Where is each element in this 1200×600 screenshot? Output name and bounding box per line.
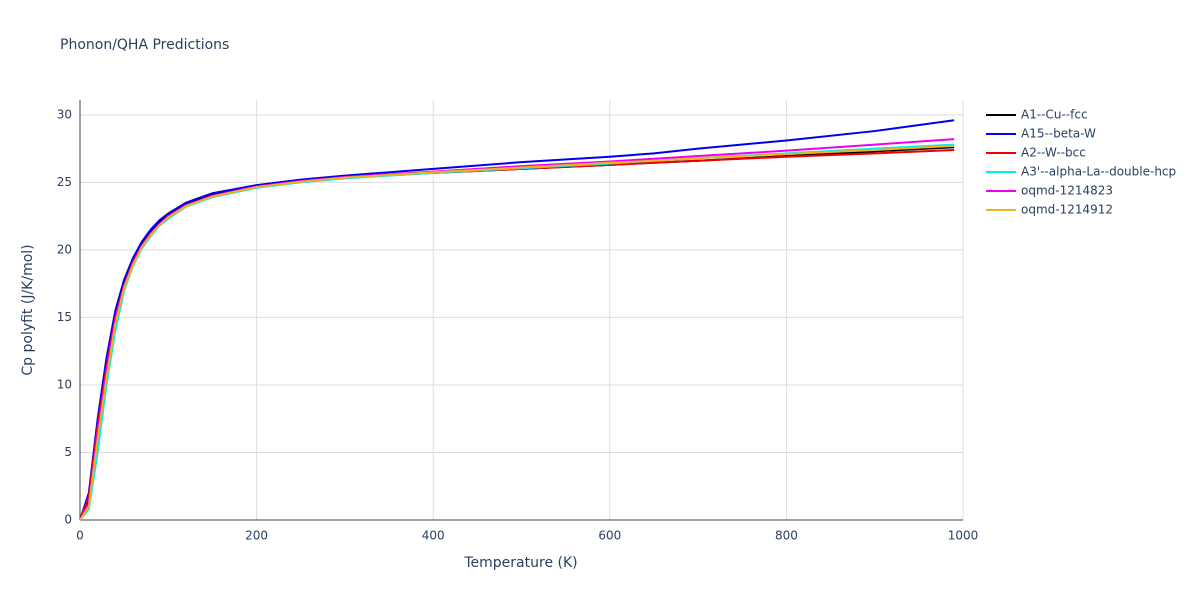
x-tick-label: 400 (422, 529, 445, 543)
chart-title: Phonon/QHA Predictions (60, 37, 229, 53)
y-tick-label: 15 (57, 310, 72, 324)
x-tick-label: 1000 (948, 529, 979, 543)
legend-label: A15--beta-W (1021, 127, 1096, 141)
series-line (79, 148, 955, 521)
y-tick-label: 0 (64, 513, 72, 527)
series-line (79, 144, 955, 521)
legend-label: oqmd-1214912 (1021, 203, 1113, 217)
legend-label: A3'--alpha-La--double-hcp (1021, 165, 1176, 179)
x-tick-label: 0 (76, 529, 84, 543)
y-tick-label: 25 (57, 175, 72, 189)
series-line (79, 143, 955, 521)
y-tick-label: 20 (57, 242, 72, 256)
y-tick-label: 10 (57, 377, 72, 391)
x-tick-label: 600 (598, 529, 621, 543)
x-axis-label: Temperature (K) (463, 555, 577, 571)
y-axis-label: Cp polyfit (J/K/mol) (20, 244, 36, 375)
x-tick-label: 800 (775, 529, 798, 543)
x-tick-label: 200 (245, 529, 268, 543)
legend-label: oqmd-1214823 (1021, 184, 1113, 198)
series-line (79, 119, 955, 521)
y-tick-label: 30 (57, 107, 72, 121)
y-tick-label: 5 (64, 445, 72, 459)
series-line (79, 146, 955, 521)
legend-label: A1--Cu--fcc (1021, 108, 1088, 122)
legend-label: A2--W--bcc (1021, 146, 1086, 160)
